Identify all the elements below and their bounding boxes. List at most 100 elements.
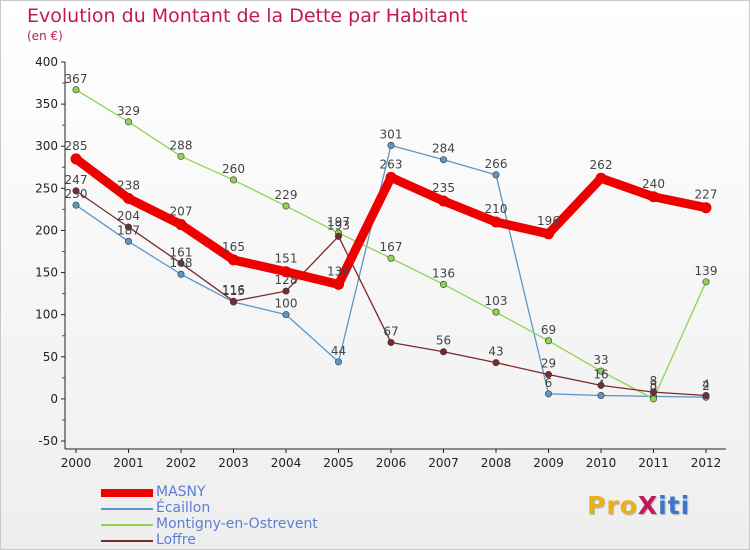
proxiti-logo: ProXiti xyxy=(587,491,690,520)
data-label: 288 xyxy=(170,138,193,152)
data-point xyxy=(177,152,185,160)
data-label: 187 xyxy=(117,223,140,237)
legend-swatch xyxy=(101,540,153,542)
data-point xyxy=(387,338,395,346)
data-label: 161 xyxy=(170,245,193,259)
data-label: 247 xyxy=(65,173,88,187)
data-label: 136 xyxy=(327,264,350,278)
x-tick-label: 2010 xyxy=(586,456,617,470)
data-point xyxy=(72,201,80,209)
data-point xyxy=(72,86,80,94)
y-tick-label: 50 xyxy=(43,350,58,364)
x-tick-label: 2000 xyxy=(61,456,92,470)
data-label: 103 xyxy=(485,294,508,308)
data-point xyxy=(125,223,133,231)
data-point xyxy=(544,337,552,345)
data-label: 128 xyxy=(275,273,298,287)
chart-subtitle: (en €) xyxy=(27,29,63,43)
data-point xyxy=(492,359,500,367)
data-label: 44 xyxy=(331,344,346,358)
logo-letter: X xyxy=(637,491,659,520)
x-tick-label: 2012 xyxy=(691,456,722,470)
data-point xyxy=(387,254,395,262)
y-tick-label: 250 xyxy=(35,181,58,195)
data-label: 8 xyxy=(650,374,658,388)
data-point xyxy=(597,392,605,400)
x-tick-label: 2006 xyxy=(376,456,407,470)
data-label: 367 xyxy=(65,72,88,86)
data-label: 6 xyxy=(545,376,553,390)
data-point xyxy=(125,118,133,126)
data-point xyxy=(439,156,447,164)
y-tick-label: 300 xyxy=(35,139,58,153)
data-label: 67 xyxy=(383,324,398,338)
y-tick-label: -50 xyxy=(38,434,58,448)
data-point xyxy=(282,311,290,319)
y-tick-label: 350 xyxy=(35,97,58,111)
logo-letter: r xyxy=(606,491,620,520)
data-point xyxy=(597,381,605,389)
legend-label: Loffre xyxy=(156,532,196,548)
data-point xyxy=(649,395,657,403)
data-point xyxy=(490,216,502,228)
data-point xyxy=(649,388,657,396)
data-point xyxy=(597,367,605,375)
data-label: 262 xyxy=(590,158,613,172)
data-label: 139 xyxy=(695,264,718,278)
data-point xyxy=(228,254,239,266)
chart-data-points xyxy=(70,86,712,403)
legend-label: Écaillon xyxy=(156,500,211,516)
x-tick-label: 2008 xyxy=(481,456,512,470)
x-tick-label: 2009 xyxy=(533,456,564,470)
chart-title: Evolution du Montant de la Dette par Hab… xyxy=(27,5,468,27)
data-point xyxy=(175,219,187,231)
y-tick-label: 0 xyxy=(50,392,58,406)
data-label: 196 xyxy=(537,214,560,228)
data-label: 151 xyxy=(275,252,298,266)
data-label: 207 xyxy=(170,205,193,219)
data-point xyxy=(595,172,607,184)
y-tick-label: 200 xyxy=(35,223,58,237)
data-label: 285 xyxy=(65,139,88,153)
data-label: 0 xyxy=(650,381,658,395)
x-tick-label: 2005 xyxy=(323,456,354,470)
x-tick-label: 2004 xyxy=(271,456,302,470)
data-label: 116 xyxy=(222,283,245,297)
data-label: 136 xyxy=(432,266,455,280)
data-point xyxy=(543,228,554,240)
data-point xyxy=(702,392,710,400)
data-point xyxy=(334,358,342,366)
data-point xyxy=(387,141,395,149)
y-tick-label: 150 xyxy=(35,266,58,280)
data-point xyxy=(439,280,447,288)
data-label: 301 xyxy=(380,127,403,141)
data-point xyxy=(544,390,552,398)
x-tick-label: 2011 xyxy=(638,456,669,470)
data-point xyxy=(702,278,710,286)
logo-letter: i xyxy=(680,491,691,520)
chart-axes: -50 0 50 100 150 200 250 300 350 400 2000 2001 2002 2… xyxy=(35,55,726,470)
logo-letter: o xyxy=(619,491,638,520)
data-label: 167 xyxy=(380,240,403,254)
data-label: 263 xyxy=(380,157,403,171)
x-tick-label: 2001 xyxy=(113,456,144,470)
data-label: 3 xyxy=(650,378,658,392)
data-point xyxy=(282,202,290,210)
data-label: 43 xyxy=(488,345,503,359)
data-point xyxy=(648,191,659,203)
y-tick-label: 100 xyxy=(35,308,58,322)
legend-label: MASNY xyxy=(156,484,206,500)
data-label: 329 xyxy=(117,104,140,118)
data-point xyxy=(385,171,397,183)
data-point xyxy=(438,195,449,207)
data-point xyxy=(492,308,500,316)
data-point xyxy=(282,287,290,295)
legend-swatch xyxy=(101,508,153,510)
data-point xyxy=(334,232,342,240)
data-label: 56 xyxy=(436,334,451,348)
data-point xyxy=(333,278,344,290)
data-point xyxy=(230,297,238,305)
